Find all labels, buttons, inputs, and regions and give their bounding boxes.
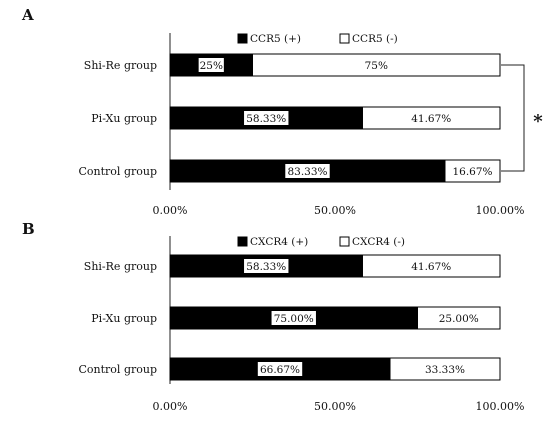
data-label: 25% <box>200 60 223 72</box>
legend-swatch <box>237 236 248 247</box>
x-tick-label: 0.00% <box>153 204 188 217</box>
data-label-box <box>409 111 454 125</box>
x-tick-label: 0.00% <box>153 400 188 413</box>
data-label-box <box>436 311 481 325</box>
category-label: Shi-Re group <box>84 59 157 72</box>
data-label-box <box>244 259 289 273</box>
data-label: 33.33% <box>425 364 465 376</box>
data-label-box <box>271 311 316 325</box>
data-label: 75% <box>365 60 388 72</box>
panel-label: A <box>21 6 34 24</box>
legend-entry: CCR5 (+) <box>250 33 301 45</box>
data-label: 66.67% <box>260 364 300 376</box>
category-label: Control group <box>79 165 158 178</box>
legend-swatch <box>339 33 350 44</box>
significance-bracket <box>501 64 525 172</box>
data-label-box <box>244 111 289 125</box>
panel-label: B <box>22 220 35 238</box>
data-label-box <box>409 259 454 273</box>
category-label: Control group <box>79 363 158 376</box>
legend-entry: CXCR4 (-) <box>352 236 405 248</box>
legend-entry: CXCR4 (+) <box>250 236 308 248</box>
category-label: Pi-Xu group <box>91 112 157 125</box>
category-label: Pi-Xu group <box>91 312 157 325</box>
data-label: 58.33% <box>246 113 286 125</box>
data-label: 58.33% <box>246 261 286 273</box>
legend-swatch <box>237 33 248 44</box>
significance-marker: * <box>533 111 543 132</box>
legend-entry: CCR5 (-) <box>352 33 398 45</box>
data-label: 25.00% <box>439 313 479 325</box>
chart-panel-b: B CXCR4 (+) CXCR4 (-) Shi-Re group 58.33% 41.… <box>22 220 524 413</box>
x-tick-label: 50.00% <box>314 204 356 217</box>
data-label-box <box>363 58 389 72</box>
data-label: 75.00% <box>274 313 314 325</box>
legend-swatch <box>339 236 350 247</box>
chart-panel-a: A CCR5 (+) CCR5 (-) Shi-Re group 25% 75% Pi-Xu… <box>21 6 543 217</box>
data-label: 83.33% <box>287 166 327 178</box>
x-tick-label: 100.00% <box>476 400 525 413</box>
x-tick-label: 50.00% <box>314 400 356 413</box>
data-label-box <box>198 58 224 72</box>
data-label: 41.67% <box>411 261 451 273</box>
data-label: 16.67% <box>452 166 492 178</box>
x-tick-label: 100.00% <box>476 204 525 217</box>
category-label: Shi-Re group <box>84 260 157 273</box>
data-label: 41.67% <box>411 113 451 125</box>
data-label-box <box>450 164 495 178</box>
data-label-box <box>257 362 303 376</box>
data-label-box <box>285 164 330 178</box>
data-label-box <box>422 362 468 376</box>
